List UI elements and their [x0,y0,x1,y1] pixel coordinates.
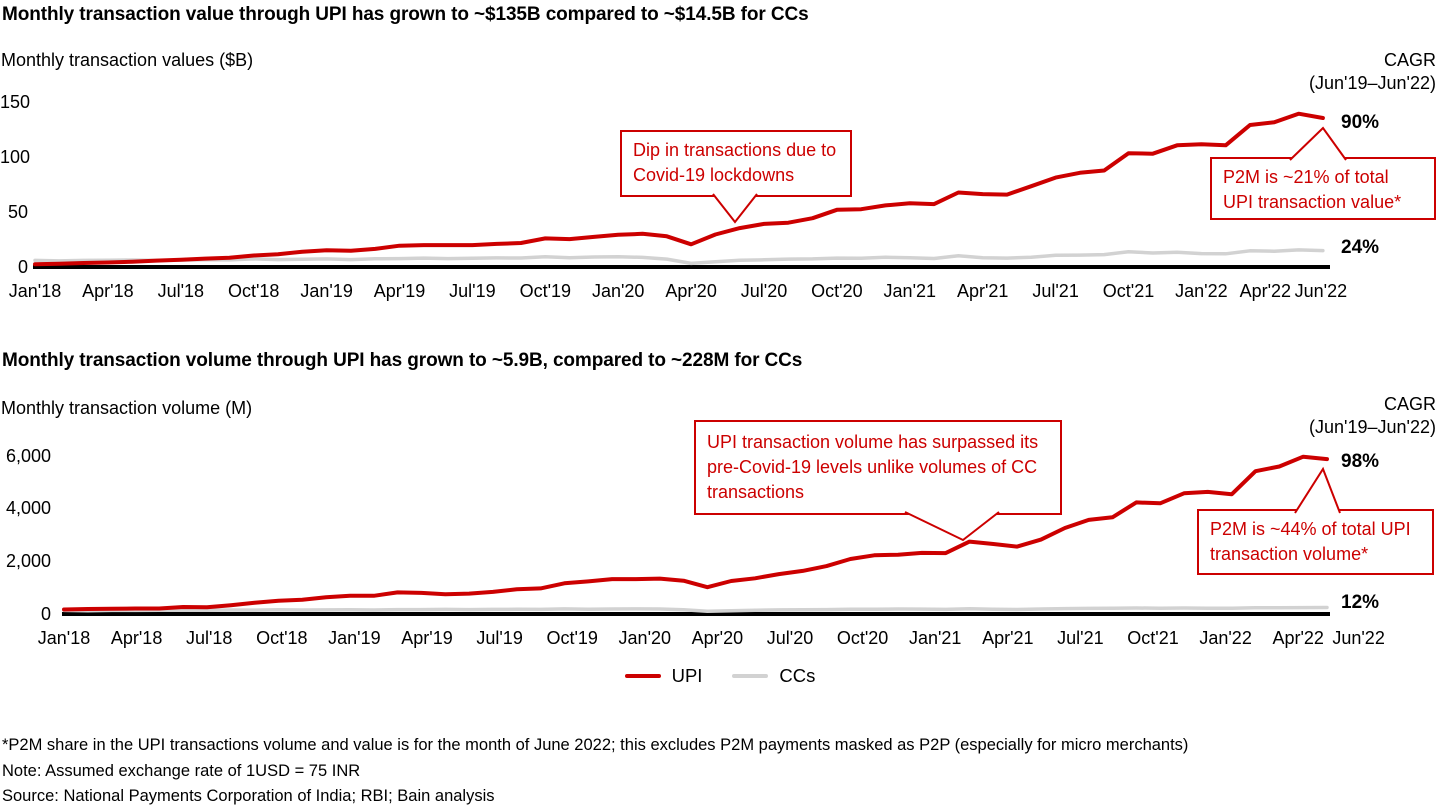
x-tick-label: Apr'18 [110,628,163,648]
value-upi-cagr-label: 90% [1341,112,1380,133]
legend-item-ccs: CCs [732,665,815,687]
p2m-volume-annotation: P2M is ~44% of total UPI transaction vol… [1197,509,1434,575]
x-tick-label: Apr'21 [982,628,1034,648]
x-tick-label: Oct'21 [1102,281,1155,301]
volume-chart-plot [62,454,1330,616]
x-tick-label: Jul'20 [766,628,814,648]
x-tick-label: Oct'18 [227,281,280,301]
legend-line-swatch [732,674,769,678]
x-tick-label: Jun'22 [1332,628,1385,648]
x-tick-label: Jul'19 [476,628,523,648]
volume-chart-cagr-header: CAGR (Jun'19–Jun'22) [1309,393,1436,439]
footnotes: *P2M share in the UPI transactions volum… [2,733,1188,810]
y-tick-label: 2,000 [5,550,51,571]
x-tick-label: Jul'20 [740,281,788,301]
legend-item-upi: UPI [624,665,703,687]
value-cc-cagr-label: 24% [1341,237,1380,258]
value-chart-cagr-header: CAGR (Jun'19–Jun'22) [1309,49,1436,95]
x-tick-label: Jan'18 [8,281,62,301]
legend-line-swatch [624,674,661,678]
x-tick-label: Jan'20 [618,628,672,648]
series-line-upi [33,111,1325,267]
y-tick-label: 4,000 [5,498,51,519]
x-tick-label: Oct'21 [1127,628,1179,648]
volume-surpass-annotation: UPI transaction volume has surpassed its… [694,420,1062,515]
volume-surpass-annotation-pointer [904,511,1000,542]
x-tick-label: Jan'19 [300,281,353,301]
legend-label: UPI [671,665,703,686]
x-tick-label: Jul'21 [1032,281,1079,301]
x-tick-label: Oct'19 [519,281,572,301]
x-tick-label: Jul'18 [185,628,233,648]
volume-upi-cagr-label: 98% [1341,451,1380,472]
x-tick-label: Apr'21 [956,281,1009,301]
x-tick-label: Apr'19 [401,628,453,648]
series-line-ccs [62,605,1329,614]
y-tick-label: 100 [0,146,31,167]
x-tick-label: Jan'21 [883,281,937,301]
x-tick-label: Apr'22 [1272,628,1324,648]
x-tick-label: Oct'20 [836,628,889,648]
x-tick-label: Apr'18 [82,281,134,301]
legend-label: CCs [779,665,816,686]
cagr-period: (Jun'19–Jun'22) [1309,417,1436,437]
x-tick-label: Jan'21 [908,628,962,648]
value-chart-plot [33,111,1330,269]
covid-dip-annotation-pointer [712,193,758,224]
x-tick-label: Jul'19 [449,281,496,301]
y-tick-label: 0 [40,603,51,624]
p2m-volume-annotation-pointer [1294,466,1341,514]
y-tick-label: 0 [17,256,28,277]
cagr-period: (Jun'19–Jun'22) [1309,73,1436,93]
p2m-value-annotation-pointer [1289,126,1347,161]
y-tick-label: 150 [0,91,31,112]
y-tick-label: 6,000 [5,445,51,466]
footnote-line: Source: National Payments Corporation of… [2,787,495,805]
footnote-line: Note: Assumed exchange rate of 1USD = 75… [2,761,361,780]
volume-chart-y-axis-label: Monthly transaction volume (M) [1,398,253,418]
x-tick-label: Apr'19 [373,281,426,301]
x-tick-label: Jan'18 [37,628,91,648]
x-axis-line [62,612,1330,616]
cagr-title: CAGR [1383,50,1436,70]
x-tick-label: Apr'22 [1239,281,1292,301]
legend: UPI CCs [0,663,1440,689]
x-tick-label: Jan'20 [591,281,645,301]
x-tick-label: Jan'19 [328,628,381,648]
footnote-line: *P2M share in the UPI transactions volum… [2,736,1189,754]
x-tick-label: Oct'20 [811,281,863,301]
x-tick-label: Jul'21 [1057,628,1104,648]
x-tick-label: Jul'18 [157,281,205,301]
covid-dip-annotation: Dip in transactions due to Covid-19 lock… [620,130,852,197]
p2m-value-annotation: P2M is ~21% of total UPI transaction val… [1210,157,1436,220]
x-tick-label: Oct'18 [256,628,308,648]
x-tick-label: Apr'20 [691,628,744,648]
x-tick-label: Jan'22 [1199,628,1252,648]
y-tick-label: 50 [7,201,28,222]
value-chart-y-axis-label: Monthly transaction values ($B) [1,50,254,70]
volume-chart-title: Monthly transaction volume through UPI h… [2,350,803,371]
x-tick-label: Jan'22 [1175,281,1228,301]
volume-cc-cagr-label: 12% [1341,592,1380,613]
series-line-upi [62,454,1329,612]
x-axis-line [33,265,1330,269]
series-line-ccs [33,248,1325,266]
cagr-title: CAGR [1383,394,1436,414]
x-tick-label: Oct'19 [546,628,598,648]
x-tick-label: Apr'20 [665,281,717,301]
value-chart-title: Monthly transaction value through UPI ha… [2,4,809,25]
x-tick-label: Jun'22 [1294,281,1348,301]
